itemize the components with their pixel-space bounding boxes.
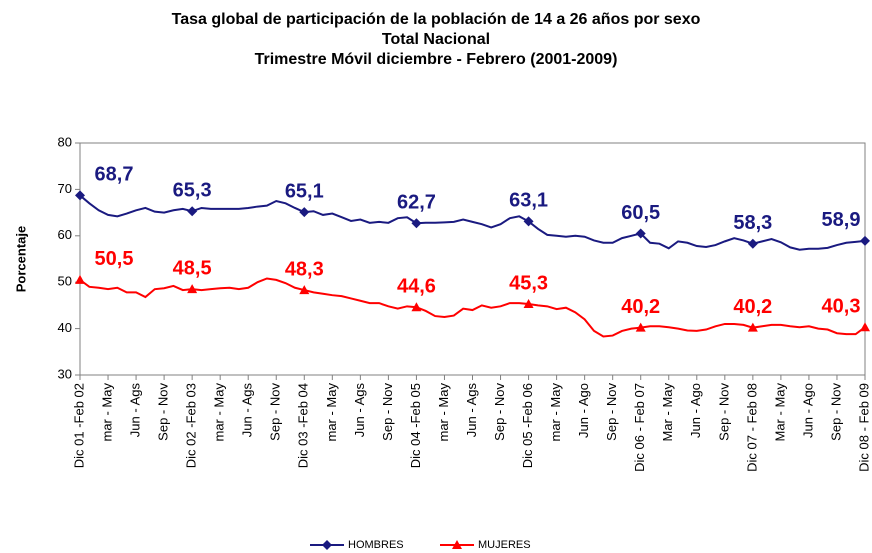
data-label: 58,9 [822,209,861,231]
data-label: 68,7 [95,164,134,186]
y-tick-label: 70 [58,181,72,196]
legend-label: HOMBRES [348,539,404,551]
data-label: 48,3 [285,258,324,280]
data-label: 40,2 [621,296,660,318]
y-axis-label: Porcentaje [13,226,28,292]
marker [187,284,198,294]
marker [75,190,85,201]
marker [635,322,646,332]
x-tick-label: Dic 07 - Feb 08 [744,383,759,472]
data-label: 62,7 [397,192,436,214]
chart-subtitle: Total Nacional [382,31,490,48]
marker [747,238,758,249]
x-tick-label: Jun - Ags [352,383,367,438]
x-tick-label: Sep - Nov [828,383,843,441]
marker [860,322,870,332]
x-tick-label: Dic 06 - Feb 07 [632,383,647,472]
data-label: 65,3 [173,179,212,201]
data-label: 40,2 [733,296,772,318]
x-tick-label: mar - May [99,383,114,442]
marker [860,235,870,246]
legend-label: MUJERES [478,539,531,551]
x-tick-label: mar - May [548,383,563,442]
chart-title: Tasa global de participación de la pobla… [172,11,701,28]
x-tick-label: mar - May [212,383,227,442]
data-label: 50,5 [95,248,134,270]
x-tick-label: Jun - Ags [240,383,255,438]
x-tick-label: Jun - Ago [688,383,703,438]
y-tick-label: 30 [58,366,72,381]
x-tick-label: Dic 05 -Feb 06 [520,383,535,468]
marker [523,299,534,309]
marker [75,274,85,284]
x-tick-label: mar - May [436,383,451,442]
x-tick-label: Sep - Nov [156,383,171,441]
marker [411,218,422,229]
series-line [79,277,866,338]
data-label: 44,6 [397,276,436,298]
x-tick-label: Sep - Nov [604,383,619,441]
x-tick-label: Sep - Nov [492,383,507,441]
data-label: 45,3 [509,272,548,294]
data-label: 58,3 [733,212,772,234]
x-tick-label: Sep - Nov [716,383,731,441]
marker [523,216,534,227]
x-tick-label: Mar - May [660,383,675,442]
legend-marker [452,540,462,549]
series-line [79,194,866,251]
x-tick-label: Sep - Nov [268,383,283,441]
x-tick-label: Dic 01 -Feb 02 [71,383,86,468]
marker [187,206,198,217]
y-tick-label: 40 [58,320,72,335]
x-tick-label: Jun - Ags [464,383,479,438]
x-tick-label: Dic 03 -Feb 04 [296,383,311,468]
data-label: 65,1 [285,180,324,202]
x-tick-label: Jun - Ags [128,383,143,438]
x-tick-label: Dic 08 - Feb 09 [856,383,871,472]
marker [299,285,310,295]
data-label: 40,3 [822,295,861,317]
data-label: 63,1 [509,190,548,212]
legend-marker [322,540,332,550]
marker [635,228,646,239]
x-tick-label: Sep - Nov [380,383,395,441]
x-tick-label: Dic 02 -Feb 03 [184,383,199,468]
marker [411,302,422,312]
x-tick-label: mar - May [324,383,339,442]
x-tick-label: Dic 04 -Feb 05 [408,383,423,468]
x-tick-label: Mar - May [772,383,787,442]
data-label: 48,5 [173,257,212,279]
y-tick-label: 50 [58,274,72,289]
marker [747,322,758,332]
x-tick-label: Jun - Ago [576,383,591,438]
x-tick-label: Jun - Ago [800,383,815,438]
chart-subtitle: Trimestre Móvil diciembre - Febrero (200… [255,51,618,68]
data-label: 60,5 [621,202,660,224]
y-tick-label: 60 [58,227,72,242]
marker [299,207,310,218]
y-tick-label: 80 [58,134,72,149]
